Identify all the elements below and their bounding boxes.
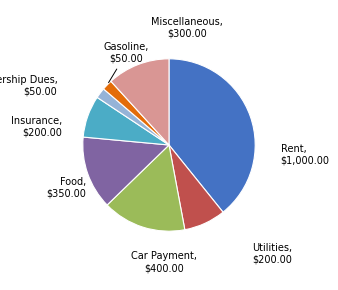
Text: Car Payment,
$400.00: Car Payment, $400.00 <box>131 251 197 273</box>
Text: Membership Dues,
$50.00: Membership Dues, $50.00 <box>0 75 57 97</box>
Wedge shape <box>169 145 223 230</box>
Wedge shape <box>83 137 169 205</box>
Wedge shape <box>103 81 169 145</box>
Text: Utilities,
$200.00: Utilities, $200.00 <box>252 243 292 265</box>
Text: Insurance,
$200.00: Insurance, $200.00 <box>11 116 63 137</box>
Wedge shape <box>111 59 169 145</box>
Wedge shape <box>107 145 185 231</box>
Wedge shape <box>97 89 169 145</box>
Wedge shape <box>83 97 169 145</box>
Wedge shape <box>169 59 255 212</box>
Text: Food,
$350.00: Food, $350.00 <box>46 177 86 198</box>
Text: Gasoline,
$50.00: Gasoline, $50.00 <box>104 42 149 83</box>
Text: Miscellaneous,
$300.00: Miscellaneous, $300.00 <box>151 17 223 39</box>
Text: Rent,
$1,000.00: Rent, $1,000.00 <box>281 144 330 166</box>
